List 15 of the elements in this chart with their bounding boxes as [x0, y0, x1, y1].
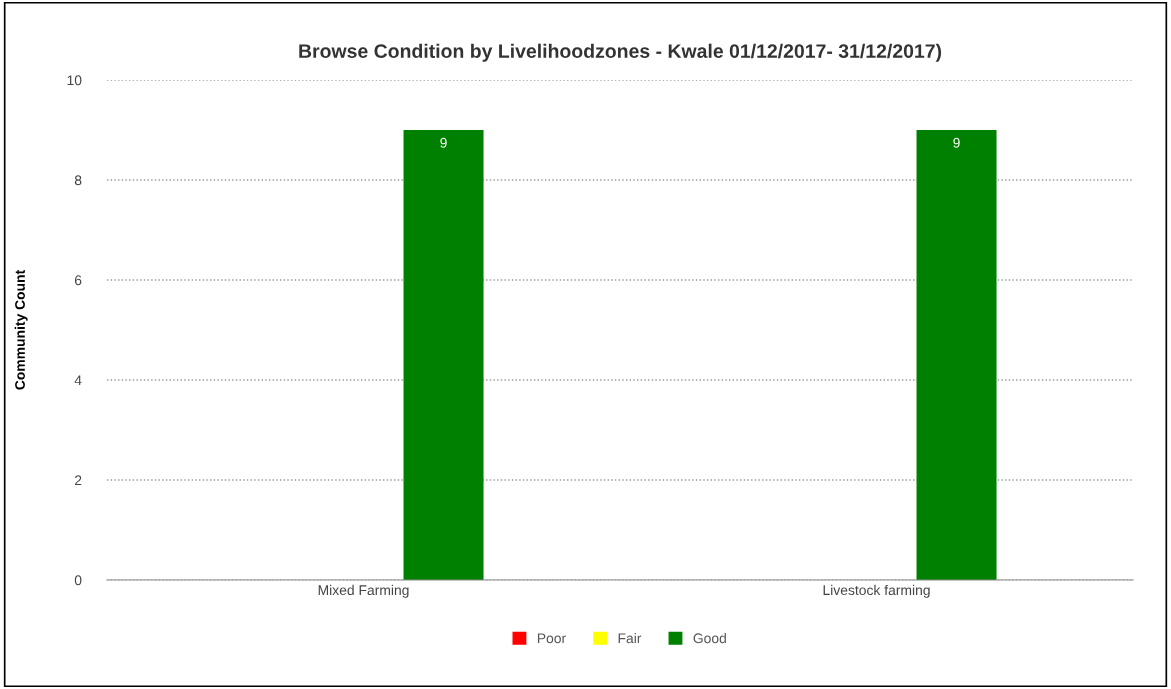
y-axis-title: Community Count [14, 269, 28, 390]
y-tick-label: 10 [67, 75, 82, 86]
legend-label: Good [693, 632, 726, 644]
y-tick-label: 6 [74, 275, 82, 286]
legend-label: Fair [618, 632, 642, 644]
chart-title: Browse Condition by Livelihoodzones - Kwale 01/12/2017- 31/12/2017) [299, 43, 942, 62]
x-tick-label: Livestock farming [823, 584, 930, 598]
y-tick-label: 4 [74, 375, 82, 386]
data-label: 9 [953, 137, 960, 148]
y-tick-label: 0 [74, 575, 82, 586]
x-tick-label: Mixed Farming [318, 584, 409, 598]
y-tick-label: 2 [74, 475, 82, 486]
y-tick-label: 8 [74, 175, 82, 186]
data-label: 9 [440, 137, 447, 148]
legend-label: Poor [537, 633, 566, 644]
